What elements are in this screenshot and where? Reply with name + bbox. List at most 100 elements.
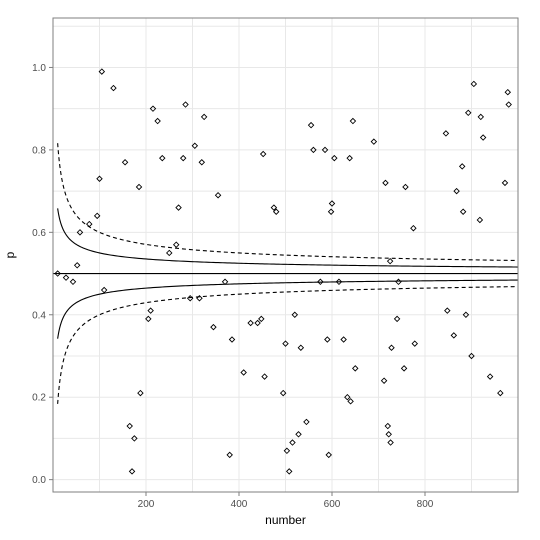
data-point xyxy=(347,398,354,405)
data-point xyxy=(393,315,401,323)
data-point xyxy=(459,208,467,215)
y-tick-label: 0.0 xyxy=(32,475,46,486)
data-point xyxy=(317,278,324,286)
y-tick-label: 0.6 xyxy=(32,228,46,239)
data-point xyxy=(200,113,208,121)
data-point xyxy=(310,146,317,154)
data-point xyxy=(210,323,217,331)
data-point xyxy=(442,130,450,137)
plot-panel-border xyxy=(52,17,519,493)
data-point xyxy=(328,200,336,207)
data-point xyxy=(410,224,417,232)
data-point xyxy=(458,163,466,170)
data-point xyxy=(303,418,310,426)
bound-curve-dashed-lower xyxy=(57,286,519,404)
y-tick-label: 0.8 xyxy=(32,145,46,156)
x-tick-label: 400 xyxy=(231,499,248,510)
data-point xyxy=(411,340,419,347)
data-point xyxy=(444,307,451,314)
data-point xyxy=(159,154,166,162)
y-tick-label: 1.0 xyxy=(32,63,46,74)
data-point xyxy=(352,365,359,372)
data-point xyxy=(149,105,157,112)
data-point xyxy=(282,340,289,347)
data-point xyxy=(93,212,101,220)
data-point xyxy=(110,84,117,92)
data-point xyxy=(402,183,409,191)
bound-curve-solid-upper xyxy=(57,208,519,268)
data-point xyxy=(324,336,331,343)
data-point xyxy=(395,278,402,286)
data-point xyxy=(327,208,335,215)
data-point xyxy=(289,439,296,446)
data-point xyxy=(240,369,247,376)
data-points xyxy=(54,68,512,475)
data-point xyxy=(135,183,143,191)
y-tick-label: 0.4 xyxy=(32,310,46,321)
data-point xyxy=(270,204,278,211)
y-tick-label: 0.2 xyxy=(32,393,46,404)
data-point xyxy=(450,332,458,339)
data-point xyxy=(154,117,161,125)
data-point xyxy=(100,286,108,294)
data-point xyxy=(501,179,509,187)
x-tick-label: 800 xyxy=(417,499,434,510)
data-point xyxy=(497,389,504,397)
x-tick-label: 600 xyxy=(324,499,341,510)
x-tick-label: 200 xyxy=(138,499,155,510)
data-point xyxy=(131,435,138,442)
data-point xyxy=(462,311,470,319)
data-point xyxy=(182,101,189,108)
data-point xyxy=(344,393,351,401)
data-point xyxy=(172,241,180,248)
data-point xyxy=(370,138,378,145)
data-point xyxy=(295,431,302,438)
data-point xyxy=(175,204,182,211)
data-point xyxy=(476,216,484,224)
data-point xyxy=(307,121,315,129)
data-point xyxy=(486,373,494,380)
data-point xyxy=(384,422,392,430)
data-point xyxy=(465,109,472,117)
data-point xyxy=(470,80,478,88)
data-point xyxy=(73,262,81,269)
data-point xyxy=(272,208,280,215)
data-point xyxy=(228,336,236,343)
data-point xyxy=(191,142,199,150)
data-point xyxy=(137,389,144,397)
data-point xyxy=(62,274,70,281)
x-axis-ticks: 200 400 600 800 xyxy=(138,492,434,510)
data-point xyxy=(226,451,233,459)
grid-lines xyxy=(53,18,518,492)
data-point xyxy=(98,68,106,75)
data-point xyxy=(321,146,329,154)
data-point xyxy=(121,159,129,166)
data-point xyxy=(385,431,392,438)
data-point xyxy=(259,150,267,158)
data-point xyxy=(453,187,460,195)
data-point xyxy=(258,315,265,323)
data-point xyxy=(297,344,305,351)
data-point xyxy=(283,447,291,455)
data-point xyxy=(331,154,338,162)
data-point xyxy=(346,154,353,162)
y-axis-ticks: 0.0 0.2 0.4 0.6 0.8 1.0 xyxy=(32,63,53,486)
data-point xyxy=(86,220,93,228)
data-point xyxy=(76,229,84,236)
data-point xyxy=(468,352,475,360)
data-point xyxy=(145,315,152,323)
data-point xyxy=(386,257,394,265)
x-axis-title: number xyxy=(265,513,306,527)
data-point xyxy=(285,468,293,475)
data-point xyxy=(291,311,299,319)
data-point xyxy=(279,389,287,397)
data-point xyxy=(335,278,343,286)
data-point xyxy=(247,319,254,327)
data-point xyxy=(196,295,203,302)
data-point xyxy=(128,468,136,475)
data-point xyxy=(387,439,394,446)
data-point xyxy=(198,159,206,166)
data-point xyxy=(214,191,222,199)
data-point xyxy=(69,278,77,286)
